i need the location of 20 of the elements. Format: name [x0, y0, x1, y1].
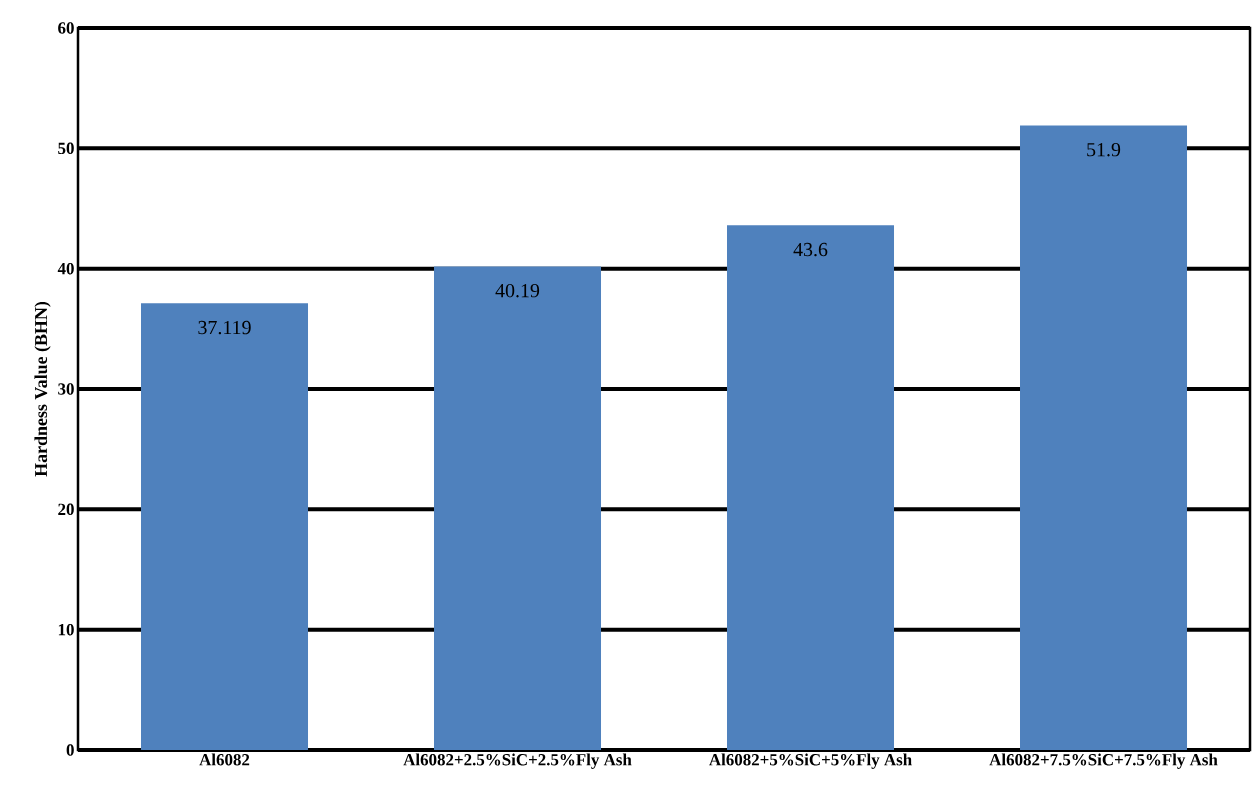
bar	[1020, 125, 1188, 750]
x-tick-label: Al6082	[199, 753, 250, 766]
y-tick-label: 60	[58, 22, 74, 34]
data-label: 40.19	[495, 283, 540, 298]
bar	[434, 266, 602, 750]
bar	[727, 225, 895, 750]
y-tick-label: 20	[58, 503, 74, 516]
data-label: 43.6	[793, 242, 828, 257]
y-tick-label: 0	[66, 744, 74, 756]
data-label: 51.9	[1087, 142, 1121, 157]
y-tick-label: 30	[58, 383, 74, 395]
bar	[141, 303, 309, 750]
data-label: 37.119	[198, 320, 251, 335]
y-tick-label: 50	[58, 142, 74, 155]
y-tick-label: 10	[58, 623, 74, 636]
x-tick-label: Al6082+5%SiC+5%Fly Ash	[709, 753, 912, 769]
x-tick-label: Al6082+7.5%SiC+7.5%Fly Ash	[989, 753, 1218, 769]
y-axis-title: Hardness Value (BHN)	[34, 301, 51, 477]
y-tick-label: 40	[57, 262, 74, 275]
x-tick-label: Al6082+2.5%SiC+2.5%Fly Ash	[403, 753, 632, 769]
